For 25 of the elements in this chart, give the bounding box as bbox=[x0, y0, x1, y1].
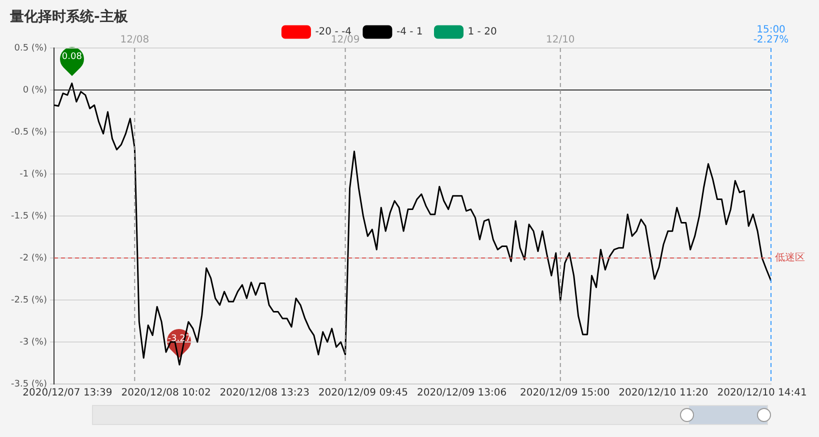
y-tick-label: 0 (%) bbox=[22, 85, 47, 96]
text: 15:00 -2.27% bbox=[753, 24, 789, 46]
x-tick-label: 2020/12/09 15:00 bbox=[520, 388, 610, 399]
x-tick-label: 2020/12/09 09:45 bbox=[318, 388, 408, 399]
y-tick-label: -2 (%) bbox=[20, 253, 47, 264]
y-tick-label: -0.5 (%) bbox=[10, 127, 47, 138]
x-tick-label: 2020/12/08 13:23 bbox=[220, 388, 310, 399]
y-tick-label: -3 (%) bbox=[20, 337, 47, 348]
y-tick-label: 0.5 (%) bbox=[14, 43, 47, 54]
x-tick-label: 2020/12/08 10:02 bbox=[121, 388, 211, 399]
legend-label: -4 - 1 bbox=[396, 26, 423, 38]
legend-label: 1 - 20 bbox=[468, 26, 497, 38]
chart-title: 量化择时系统-主板 bbox=[10, 8, 128, 26]
ref-line-label: 低迷区 bbox=[775, 252, 805, 264]
x-tick-label: 2020/12/10 11:20 bbox=[618, 388, 708, 399]
annotation: 0.08 bbox=[60, 52, 83, 64]
x-tick-label: 2020/12/07 13:39 bbox=[22, 388, 112, 399]
x-tick-label: 2020/12/10 14:41 bbox=[717, 388, 807, 399]
text: 12/08 bbox=[120, 34, 150, 46]
x-tick-label: 2020/12/09 13:06 bbox=[416, 388, 507, 399]
y-tick-label: -3.5 (%) bbox=[10, 379, 47, 390]
y-tick-label: -1 (%) bbox=[20, 169, 47, 180]
y-tick-label: -2.5 (%) bbox=[10, 295, 47, 306]
text: 12/10 bbox=[546, 34, 575, 46]
y-tick-label: -1.5 (%) bbox=[10, 211, 47, 222]
